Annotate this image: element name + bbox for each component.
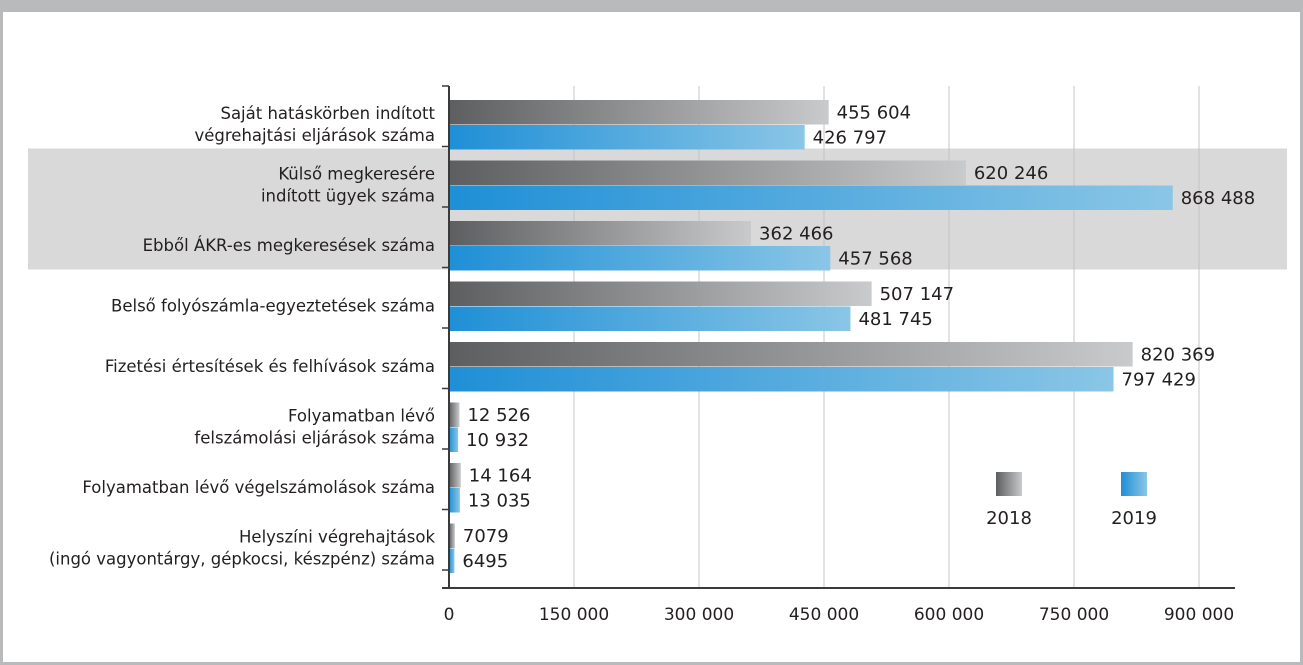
bar-2018 bbox=[449, 160, 966, 185]
x-tick-label: 150 000 bbox=[539, 605, 609, 625]
category-label: Folyamatban lévő bbox=[288, 407, 435, 426]
data-label-2019: 426 797 bbox=[813, 127, 887, 148]
bar-2019 bbox=[449, 246, 831, 271]
bar-chart: 455 604 426 797 Saját hatáskörben indított… bbox=[28, 85, 1287, 625]
data-label-2018: 14 164 bbox=[469, 465, 532, 486]
category-label: Ebből ÁKR-es megkeresések száma bbox=[143, 236, 435, 255]
category-label: Belső folyószámla-egyeztetések száma bbox=[111, 297, 435, 316]
category-label: Saját hatáskörben indított bbox=[220, 104, 435, 123]
data-label-2019: 457 568 bbox=[838, 248, 912, 269]
category-label: indított ügyek száma bbox=[261, 187, 435, 206]
category-label: Fizetési értesítések és felhívások száma bbox=[105, 357, 435, 376]
category-label: Helyszíni végrehajtások bbox=[239, 528, 435, 547]
legend-swatch-2018 bbox=[996, 472, 1022, 496]
bar-2019 bbox=[449, 306, 851, 331]
bar-2019 bbox=[449, 367, 1114, 392]
data-label-2018: 620 246 bbox=[974, 163, 1048, 184]
category-label: Külső megkeresére bbox=[278, 165, 435, 184]
bar-2018 bbox=[449, 281, 872, 306]
data-label-2018: 12 526 bbox=[467, 405, 530, 426]
data-label-2018: 7079 bbox=[463, 526, 509, 547]
x-tick-label: 900 000 bbox=[1164, 605, 1234, 625]
bar-2018 bbox=[449, 523, 455, 548]
bar-2018 bbox=[449, 100, 829, 125]
data-label-2019: 797 429 bbox=[1122, 369, 1196, 390]
bar-2018 bbox=[449, 221, 752, 246]
bar-2019 bbox=[449, 125, 805, 150]
category-label: Folyamatban lévő végelszámolások száma bbox=[82, 478, 435, 497]
bar-2019 bbox=[449, 185, 1173, 210]
bar-2018 bbox=[449, 342, 1133, 367]
category-label: felszámolási eljárások száma bbox=[194, 429, 435, 448]
category-label: (ingó vagyontárgy, gépkocsi, készpénz) s… bbox=[49, 550, 435, 569]
data-label-2019: 868 488 bbox=[1181, 188, 1255, 209]
x-tick-label: 300 000 bbox=[664, 605, 734, 625]
data-label-2018: 507 147 bbox=[880, 284, 954, 305]
data-label-2019: 481 745 bbox=[858, 309, 932, 330]
data-label-2019: 13 035 bbox=[468, 490, 531, 511]
x-tick-label: 0 bbox=[444, 605, 455, 625]
bar-2018 bbox=[449, 402, 460, 427]
bar-2019 bbox=[449, 548, 455, 573]
data-label-2018: 362 466 bbox=[759, 223, 833, 244]
bar-2019 bbox=[449, 427, 459, 452]
x-tick-label: 750 000 bbox=[1039, 605, 1109, 625]
x-tick-label: 600 000 bbox=[914, 605, 984, 625]
bar-2019 bbox=[449, 488, 460, 513]
top-band bbox=[3, 0, 1303, 12]
legend-swatch-2019 bbox=[1121, 472, 1147, 496]
legend-label-2019: 2019 bbox=[1111, 508, 1157, 529]
data-label-2019: 10 932 bbox=[466, 430, 529, 451]
data-label-2019: 6495 bbox=[462, 551, 508, 572]
legend-label-2018: 2018 bbox=[986, 508, 1032, 529]
category-label: végrehajtási eljárások száma bbox=[195, 126, 436, 145]
data-label-2018: 455 604 bbox=[837, 102, 911, 123]
bar-2018 bbox=[449, 463, 461, 488]
x-tick-label: 450 000 bbox=[789, 605, 859, 625]
data-label-2018: 820 369 bbox=[1141, 344, 1215, 365]
